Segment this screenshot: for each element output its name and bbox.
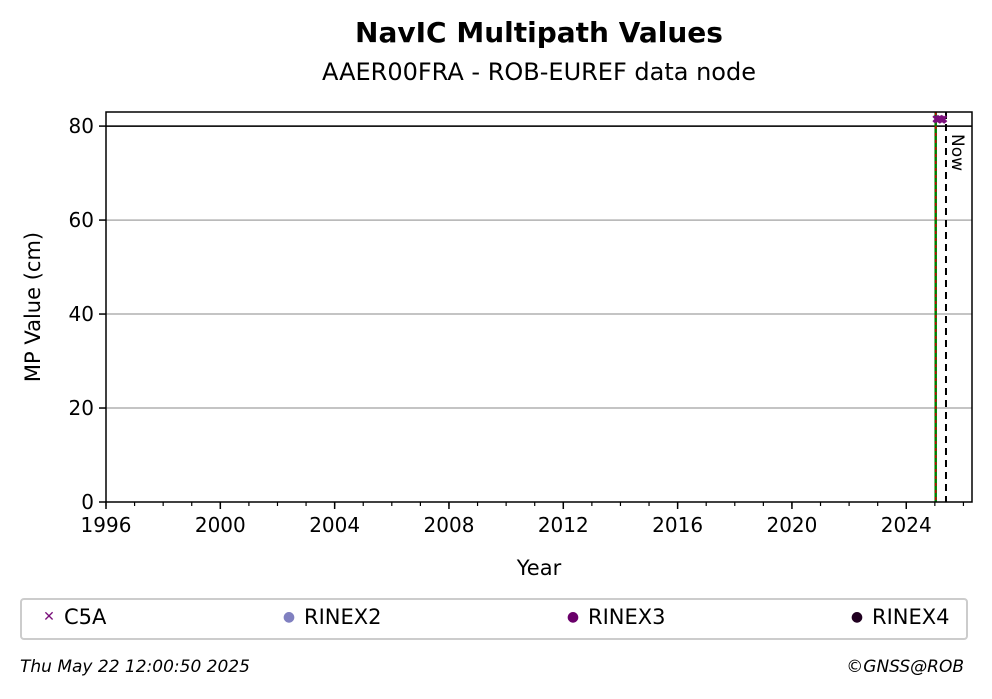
y-tick-label: 0 bbox=[81, 490, 94, 514]
dot-marker-icon: ● bbox=[566, 609, 580, 625]
plot-frame bbox=[105, 111, 973, 503]
legend-item-c5a: ✕ C5A bbox=[38, 605, 106, 629]
dot-marker-icon: ● bbox=[282, 609, 296, 625]
legend-item-rinex3: ● RINEX3 bbox=[562, 605, 666, 629]
x-tick-label: 2016 bbox=[652, 513, 703, 537]
y-axis-label: MP Value (cm) bbox=[21, 232, 45, 382]
legend: ✕ C5A ● RINEX2 ● RINEX3 ● RINEX4 bbox=[20, 598, 968, 640]
y-tick-label: 40 bbox=[69, 302, 94, 326]
x-tick-label: 2024 bbox=[881, 513, 932, 537]
legend-label: C5A bbox=[64, 605, 107, 629]
timestamp: Thu May 22 12:00:50 2025 bbox=[20, 657, 250, 677]
x-axis-label: Year bbox=[516, 556, 562, 580]
data-point-c5a bbox=[939, 115, 948, 123]
x-tick-label: 2008 bbox=[424, 513, 475, 537]
legend-label: RINEX4 bbox=[872, 605, 950, 629]
legend-label: RINEX3 bbox=[588, 605, 666, 629]
x-tick-label: 2012 bbox=[538, 513, 589, 537]
chart-canvas: Now 0 20 40 60 80 1996 2000 2004 2008 2012 2016 2020… bbox=[21, 111, 973, 580]
y-tick-label: 60 bbox=[69, 208, 94, 232]
x-tick-label: 2004 bbox=[309, 513, 360, 537]
x-marker-icon: ✕ bbox=[43, 609, 55, 625]
dot-marker-icon: ● bbox=[850, 609, 864, 625]
chart-title: NavIC Multipath Values bbox=[355, 16, 723, 49]
y-tick-label: 20 bbox=[69, 396, 94, 420]
x-tick-label: 2020 bbox=[766, 513, 817, 537]
y-tick-label: 80 bbox=[69, 114, 94, 138]
legend-label: RINEX2 bbox=[304, 605, 382, 629]
credit: ©GNSS@ROB bbox=[846, 657, 964, 677]
now-label: Now bbox=[947, 134, 967, 171]
x-tick-label: 2000 bbox=[195, 513, 246, 537]
legend-item-rinex2: ● RINEX2 bbox=[278, 605, 382, 629]
chart-subtitle: AAER00FRA - ROB-EUREF data node bbox=[321, 58, 756, 86]
x-tick-label: 1996 bbox=[81, 513, 132, 537]
legend-item-rinex4: ● RINEX4 bbox=[846, 605, 950, 629]
